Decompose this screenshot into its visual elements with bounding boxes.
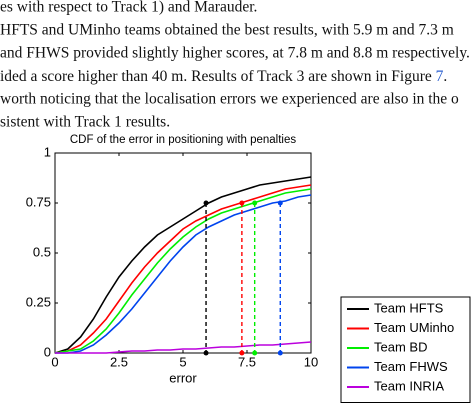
y-tick-label: 1 xyxy=(44,144,51,159)
legend-box xyxy=(340,296,471,403)
text-span: . xyxy=(443,68,447,85)
reference-point xyxy=(203,200,209,206)
y-tick-label: 0.5 xyxy=(33,244,51,259)
text-line: HFTS and UMinho teams obtained the best … xyxy=(0,22,454,39)
reference-point xyxy=(277,200,283,206)
x-tick-label: 5 xyxy=(179,354,186,369)
text-line: worth noticing that the localisation err… xyxy=(0,91,459,108)
reference-foot xyxy=(203,350,209,356)
plot-frame xyxy=(54,152,312,354)
chart-title: CDF of the error in positioning with pen… xyxy=(70,134,297,146)
legend-label: Team FHWS xyxy=(374,359,448,374)
series-line xyxy=(55,341,312,354)
text-span: ided a score higher than 40 m. Results o… xyxy=(0,68,436,85)
y-tick-label: 0.25 xyxy=(26,294,51,309)
x-tick-label: 0 xyxy=(51,354,58,369)
document-text: es with respect to Track 1) and Marauder… xyxy=(0,0,470,131)
series-line xyxy=(54,184,312,354)
text-line: sistent with Track 1 results. xyxy=(0,114,170,131)
legend-label: Team UMinho xyxy=(374,320,454,335)
series-line xyxy=(55,194,312,354)
series-line xyxy=(54,176,312,354)
text-line: es with respect to Track 1) and Marauder… xyxy=(0,0,257,16)
x-axis-label: error xyxy=(169,370,197,385)
reference-point xyxy=(239,200,245,206)
x-tick-label: 7.5 xyxy=(238,354,256,369)
text-line: ided a score higher than 40 m. Results o… xyxy=(0,68,447,85)
x-tick-label: 2.5 xyxy=(110,354,128,369)
reference-point xyxy=(252,200,258,206)
legend-label: Team INRIA xyxy=(374,378,444,393)
y-tick-label: 0 xyxy=(44,344,51,359)
legend-label: Team BD xyxy=(374,339,427,354)
series-line xyxy=(54,188,312,354)
text-line: and FHWS provided slightly higher scores… xyxy=(0,45,470,62)
reference-foot xyxy=(239,350,245,356)
figure-link: 7 xyxy=(436,68,444,85)
legend-label: Team HFTS xyxy=(374,300,444,315)
reference-foot xyxy=(277,350,283,356)
y-tick-label: 0.75 xyxy=(26,194,51,209)
x-tick-label: 10 xyxy=(304,354,318,369)
reference-foot xyxy=(252,350,258,356)
